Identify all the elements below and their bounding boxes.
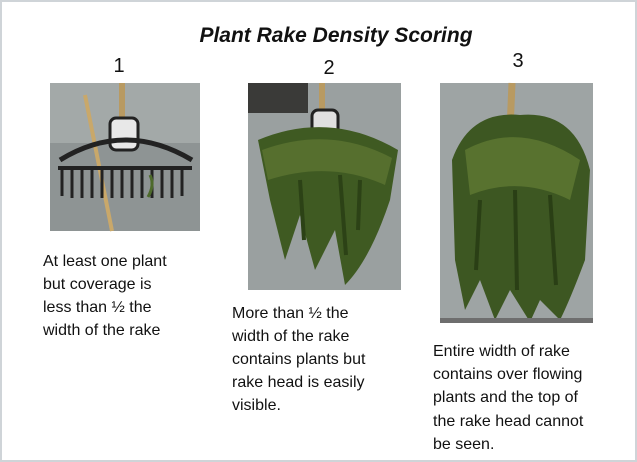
description-line: contains plants but [232, 351, 366, 368]
photo [50, 83, 200, 231]
description-line: the rake head cannot [433, 413, 584, 430]
panel-number: 2 [323, 57, 334, 79]
description-line: but coverage is [43, 276, 152, 293]
photo [248, 83, 401, 290]
description-line: Entire width of rake [433, 343, 570, 360]
description-line: width of the rake [231, 328, 350, 345]
panel-number: 3 [512, 50, 523, 72]
photo [440, 83, 593, 323]
description-line: plants and the top of [433, 389, 579, 406]
description-line: rake head is easily [232, 374, 365, 391]
description-line: visible. [232, 397, 281, 414]
slide: Plant Rake Density Scoring 1 2 3 [0, 0, 637, 462]
description-line: More than ½ the [232, 305, 349, 322]
description-line: At least one plant [43, 253, 167, 270]
description-line: less than ½ the [43, 299, 152, 316]
description-line: width of the rake [42, 322, 161, 339]
panel-number: 1 [113, 55, 124, 77]
description-line: contains over flowing [433, 366, 582, 383]
title: Plant Rake Density Scoring [199, 24, 472, 47]
description-line: be seen. [433, 436, 494, 453]
